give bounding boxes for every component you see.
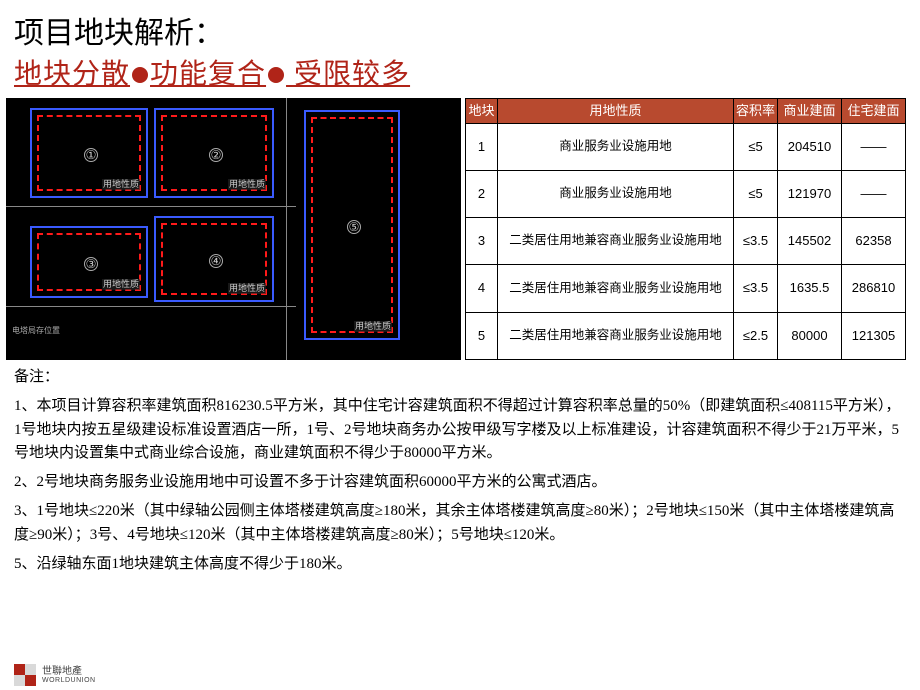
table-row: 5二类居住用地兼容商业服务业设施用地≤2.580000121305 (466, 312, 906, 359)
notes-section: 备注： 1、本项目计算容积率建筑面积816230.5平方米，其中住宅计容建筑面积… (0, 360, 920, 576)
map-parcel: ②用地性质 (154, 108, 274, 198)
table-cell: 121970 (778, 170, 842, 217)
notes-heading: 备注： (14, 366, 906, 389)
parcel-number: ⑤ (347, 220, 361, 234)
table-cell: 5 (466, 312, 498, 359)
table-cell: 商业服务业设施用地 (498, 170, 734, 217)
bullet-dot (268, 67, 284, 83)
table-row: 2商业服务业设施用地≤5121970—— (466, 170, 906, 217)
table-header: 商业建面 (778, 99, 842, 124)
map-bottom-note: 电塔局存位置 (12, 325, 60, 336)
table-cell: ≤5 (734, 123, 778, 170)
table-cell: ≤5 (734, 170, 778, 217)
table-cell: 204510 (778, 123, 842, 170)
table-cell: 1 (466, 123, 498, 170)
table-cell: 286810 (842, 265, 906, 312)
table-row: 4二类居住用地兼容商业服务业设施用地≤3.51635.5286810 (466, 265, 906, 312)
table-cell: ≤3.5 (734, 265, 778, 312)
page-subtitle: 地块分散功能复合 受限较多 (14, 52, 906, 92)
table-cell: 62358 (842, 218, 906, 265)
table-cell: —— (842, 170, 906, 217)
parcel-number: ① (84, 148, 98, 162)
table-header: 地块 (466, 99, 498, 124)
parcel-number: ④ (209, 254, 223, 268)
notes-item: 2、2号地块商务服务业设施用地中可设置不多于计容建筑面积60000平方米的公寓式… (14, 471, 906, 494)
table-cell: 二类居住用地兼容商业服务业设施用地 (498, 265, 734, 312)
map-parcel: ⑤用地性质 (304, 110, 400, 340)
table-cell: ≤3.5 (734, 218, 778, 265)
table-cell: —— (842, 123, 906, 170)
subtitle-part: 地块分散 (14, 59, 130, 90)
table-cell: 80000 (778, 312, 842, 359)
map-parcel: ①用地性质 (30, 108, 148, 198)
table-header: 容积率 (734, 99, 778, 124)
table-header: 住宅建面 (842, 99, 906, 124)
logo-mark (14, 664, 36, 686)
table-cell: 145502 (778, 218, 842, 265)
map-parcel: ④用地性质 (154, 216, 274, 302)
table-row: 3二类居住用地兼容商业服务业设施用地≤3.514550262358 (466, 218, 906, 265)
table-cell: 121305 (842, 312, 906, 359)
subtitle-part: 功能复合 (150, 59, 266, 90)
parcel-table: 地块用地性质容积率商业建面住宅建面 1商业服务业设施用地≤5204510——2商… (465, 98, 906, 360)
table-cell: 4 (466, 265, 498, 312)
table-cell: 商业服务业设施用地 (498, 123, 734, 170)
footer-logo: 世聯地產 WORLDUNION (14, 664, 96, 686)
table-cell: 二类居住用地兼容商业服务业设施用地 (498, 218, 734, 265)
table-row: 1商业服务业设施用地≤5204510—— (466, 123, 906, 170)
notes-item: 3、1号地块≤220米（其中绿轴公园侧主体塔楼建筑高度≥180米，其余主体塔楼建… (14, 500, 906, 547)
notes-item: 1、本项目计算容积率建筑面积816230.5平方米，其中住宅计容建筑面积不得超过… (14, 395, 906, 465)
parcel-number: ② (209, 148, 223, 162)
page-title: 项目地块解析： (14, 8, 906, 52)
table-header: 用地性质 (498, 99, 734, 124)
bullet-dot (132, 67, 148, 83)
table-cell: 3 (466, 218, 498, 265)
notes-item: 5、沿绿轴东面1地块建筑主体高度不得少于180米。 (14, 553, 906, 576)
site-map: 电塔局存位置 ①用地性质②用地性质③用地性质④用地性质 ⑤用地性质 (6, 98, 461, 360)
map-parcel: ③用地性质 (30, 226, 148, 298)
subtitle-part: 受限较多 (286, 59, 410, 90)
table-cell: ≤2.5 (734, 312, 778, 359)
logo-text: 世聯地產 WORLDUNION (42, 666, 96, 685)
table-cell: 2 (466, 170, 498, 217)
parcel-number: ③ (84, 257, 98, 271)
table-cell: 二类居住用地兼容商业服务业设施用地 (498, 312, 734, 359)
table-cell: 1635.5 (778, 265, 842, 312)
